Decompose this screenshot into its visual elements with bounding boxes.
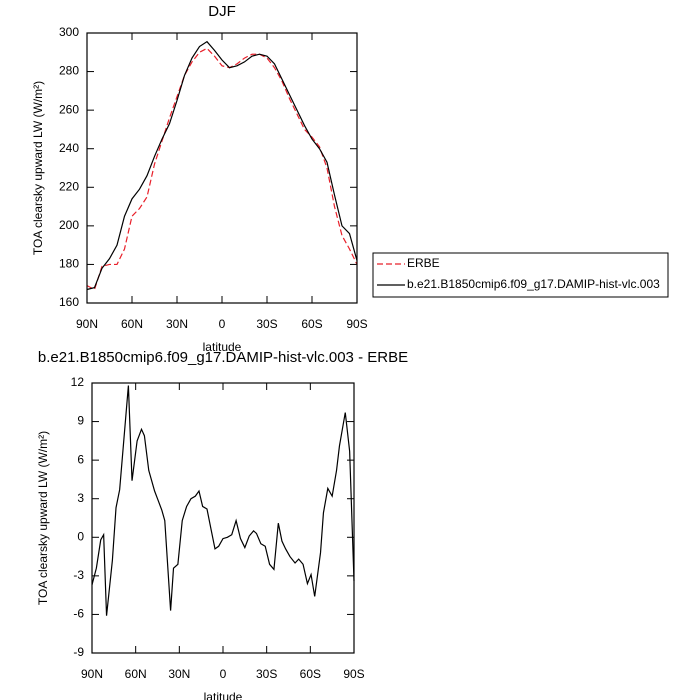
data-line: [86, 47, 358, 291]
plot-frame: [91, 382, 355, 654]
y-tick-label: 240: [59, 141, 79, 155]
y-tick-label: 280: [59, 64, 79, 78]
x-tick-label: 90N: [76, 317, 98, 331]
x-tick-label: 60S: [301, 317, 322, 331]
x-tick-label: 30S: [256, 317, 277, 331]
y-tick-label: 180: [59, 257, 79, 271]
chart-title: DJF: [208, 3, 236, 20]
x-tick-label: 60N: [125, 667, 147, 681]
legend-label: ERBE: [407, 256, 440, 270]
data-line: [91, 385, 355, 616]
y-tick-label: -3: [73, 568, 84, 582]
y-tick-label: 12: [71, 375, 85, 389]
y-tick-label: 260: [59, 102, 79, 116]
x-tick-label: 90S: [346, 317, 367, 331]
x-tick-label: 30N: [166, 317, 188, 331]
y-tick-label: 3: [77, 491, 84, 505]
y-tick-label: 300: [59, 25, 79, 39]
chart-title: b.e21.B1850cmip6.f09_g17.DAMIP-hist-vlc.…: [38, 349, 408, 366]
y-tick-label: 0: [77, 529, 84, 543]
y-tick-label: 200: [59, 218, 79, 232]
x-tick-label: 90N: [81, 667, 103, 681]
y-axis-label: TOA clearsky upward LW (W/m²): [31, 81, 45, 255]
x-tick-label: 0: [219, 317, 226, 331]
x-tick-label: 30S: [256, 667, 277, 681]
y-tick-label: -6: [73, 607, 84, 621]
x-axis-label: latitude: [203, 340, 242, 354]
x-tick-label: 30N: [168, 667, 190, 681]
x-tick-label: 60N: [121, 317, 143, 331]
y-tick-label: 160: [59, 295, 79, 309]
x-tick-label: 60S: [300, 667, 321, 681]
x-tick-label: 0: [220, 667, 227, 681]
y-axis-label: TOA clearsky upward LW (W/m²): [36, 431, 50, 605]
y-tick-label: 6: [77, 452, 84, 466]
plot-frame: [86, 32, 358, 304]
data-line: [86, 40, 358, 291]
x-tick-label: 90S: [343, 667, 364, 681]
x-axis-label: latitude: [204, 690, 243, 700]
y-tick-label: 9: [77, 414, 84, 428]
y-tick-label: 220: [59, 179, 79, 193]
legend-box: [372, 252, 669, 298]
legend-label: b.e21.B1850cmip6.f09_g17.DAMIP-hist-vlc.…: [407, 277, 660, 291]
y-tick-label: -9: [73, 645, 84, 659]
